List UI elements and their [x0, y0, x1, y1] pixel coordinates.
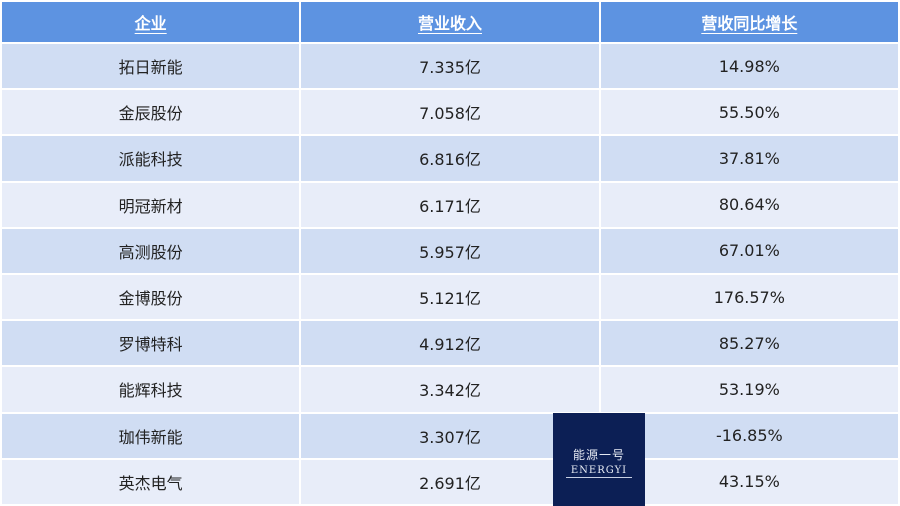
company-cell: 明冠新材 [0, 180, 302, 229]
revenue-cell: 4.912亿 [299, 319, 601, 368]
revenue-cell: 3.307亿 [299, 411, 601, 460]
table-row: 拓日新能 7.335亿 14.98% [0, 41, 900, 91]
header-company: 企业 [0, 0, 302, 44]
company-cell: 罗博特科 [0, 319, 302, 368]
table-row: 罗博特科 4.912亿 85.27% [0, 319, 900, 368]
growth-cell: 85.27% [598, 319, 900, 368]
growth-cell: 55.50% [598, 88, 900, 137]
table-row: 明冠新材 6.171亿 80.64% [0, 180, 900, 229]
revenue-cell: 2.691亿 [299, 457, 601, 506]
revenue-cell: 7.335亿 [299, 41, 601, 91]
growth-cell: 53.19% [598, 365, 900, 414]
table-row: 金辰股份 7.058亿 55.50% [0, 88, 900, 137]
growth-cell: 37.81% [598, 134, 900, 183]
table-row: 英杰电气 2.691亿 43.15% [0, 457, 900, 506]
header-row: 企业 营业收入 营收同比增长 [0, 0, 900, 44]
watermark-cn: 能源一号 [572, 448, 625, 462]
table-row: 派能科技 6.816亿 37.81% [0, 134, 900, 183]
company-cell: 珈伟新能 [0, 411, 302, 460]
growth-cell: 14.98% [598, 41, 900, 91]
revenue-cell: 5.957亿 [299, 226, 601, 275]
company-cell: 拓日新能 [0, 41, 302, 91]
revenue-cell: 5.121亿 [299, 272, 601, 322]
revenue-cell: 3.342亿 [299, 365, 601, 414]
revenue-cell: 6.816亿 [299, 134, 601, 183]
growth-cell: 176.57% [598, 272, 900, 322]
company-cell: 派能科技 [0, 134, 302, 183]
revenue-cell: 7.058亿 [299, 88, 601, 137]
company-cell: 金博股份 [0, 272, 302, 322]
table-row: 高测股份 5.957亿 67.01% [0, 226, 900, 275]
watermark-en: ENERGYI [566, 465, 632, 478]
header-revenue: 营业收入 [299, 0, 601, 44]
growth-cell: 80.64% [598, 180, 900, 229]
growth-cell: 67.01% [598, 226, 900, 275]
company-cell: 金辰股份 [0, 88, 302, 137]
revenue-cell: 6.171亿 [299, 180, 601, 229]
company-cell: 能辉科技 [0, 365, 302, 414]
company-cell: 高测股份 [0, 226, 302, 275]
table-row: 珈伟新能 3.307亿 -16.85% [0, 411, 900, 460]
growth-cell: -16.85% [598, 411, 900, 460]
watermark-logo: 能源一号 ENERGYI [553, 413, 645, 506]
header-growth: 营收同比增长 [598, 0, 900, 44]
company-cell: 英杰电气 [0, 457, 302, 506]
growth-cell: 43.15% [598, 457, 900, 506]
table-row: 金博股份 5.121亿 176.57% [0, 272, 900, 322]
table-row: 能辉科技 3.342亿 53.19% [0, 365, 900, 414]
